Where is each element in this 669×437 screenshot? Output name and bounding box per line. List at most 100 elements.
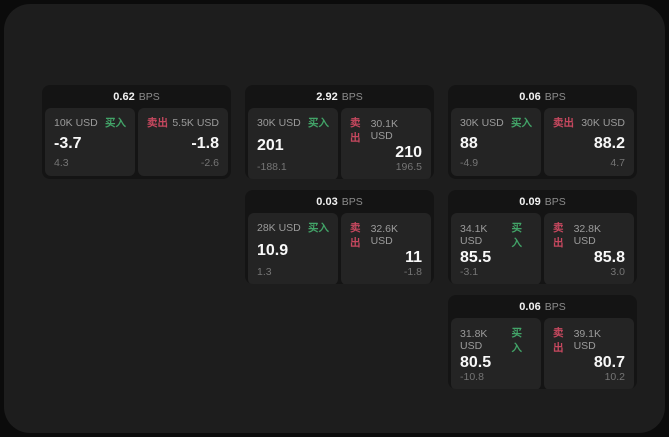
card-header: 0.03 BPS [245,190,434,213]
buy-quote-panel[interactable]: 31.8K USD 买入 80.5 -10.8 [451,318,541,389]
spread-value: 0.06 [519,90,541,103]
buy-tag: 买入 [511,222,522,249]
sell-delta: -2.6 [200,157,219,169]
buy-price: 201 [257,136,284,154]
sell-price: 11 [405,249,422,266]
buy-amount: 34.1K USD [460,223,488,247]
card-header: 0.09 BPS [448,190,637,213]
spread-value: 0.09 [519,195,541,208]
card-header: 2.92 BPS [245,85,434,108]
buy-amount: 28K USD [257,221,301,234]
buy-quote-panel[interactable]: 30K USD 买入 88 -4.9 [451,108,541,176]
sell-delta: 10.2 [604,371,625,383]
buy-header-row: 34.1K USD 买入 [460,220,532,250]
sell-amount: 30.1K USD [370,118,399,142]
sell-price: -1.8 [191,134,219,152]
buy-delta: 4.3 [54,157,69,169]
quote-card: 0.06 BPS 31.8K USD 买入 80.5 -10.8 卖出 39.1… [448,295,637,389]
buy-quote-panel[interactable]: 30K USD 买入 201 -188.1 [248,108,338,179]
buy-price: 85.5 [460,249,492,266]
quote-card: 0.03 BPS 28K USD 买入 10.9 1.3 卖出 32.6K US… [245,190,434,284]
buy-quote-panel[interactable]: 10K USD 买入 -3.7 4.3 [45,108,135,176]
buy-header-row: 30K USD 买入 [257,115,329,130]
sell-quote-panel[interactable]: 卖出 30K USD 88.2 4.7 [544,108,634,176]
spread-unit-label: BPS [341,90,363,103]
quote-card: 0.62 BPS 10K USD 买入 -3.7 4.3 卖出 5.5K USD… [42,85,231,179]
sell-header-row: 卖出 30K USD [553,115,625,130]
card-body: 10K USD 买入 -3.7 4.3 卖出 5.5K USD -1.8 -2.… [42,108,231,179]
sell-delta: -1.8 [403,266,422,278]
buy-amount: 30K USD [460,116,504,129]
sell-price: 210 [395,144,422,161]
spread-unit-label: BPS [138,90,160,103]
spread-value: 0.62 [113,90,135,103]
spread-value: 0.06 [519,300,541,313]
sell-header-row: 卖出 32.6K USD [350,220,422,250]
spread-value: 2.92 [316,90,338,103]
buy-price: -3.7 [54,134,82,152]
spread-value: 0.03 [316,195,338,208]
buy-delta: -188.1 [257,161,287,173]
buy-header-row: 10K USD 买入 [54,115,126,130]
buy-price: 10.9 [257,241,289,259]
sell-quote-panel[interactable]: 卖出 32.6K USD 11 -1.8 [341,213,431,284]
spread-unit-label: BPS [544,300,566,313]
sell-header-row: 卖出 32.8K USD [553,220,625,250]
card-body: 31.8K USD 买入 80.5 -10.8 卖出 39.1K USD 80.… [448,318,637,389]
buy-amount: 30K USD [257,116,301,129]
buy-amount: 10K USD [54,116,98,129]
sell-quote-panel[interactable]: 卖出 5.5K USD -1.8 -2.6 [138,108,228,176]
sell-tag: 卖出 [553,117,574,129]
card-body: 34.1K USD 买入 85.5 -3.1 卖出 32.8K USD 85.8… [448,213,637,284]
buy-tag: 买入 [511,327,522,354]
sell-header-row: 卖出 39.1K USD [553,325,625,355]
sell-amount: 32.6K USD [370,223,399,247]
spread-unit-label: BPS [544,90,566,103]
card-body: 30K USD 买入 88 -4.9 卖出 30K USD 88.2 4.7 [448,108,637,179]
sell-tag: 卖出 [553,327,564,354]
buy-delta: -4.9 [460,157,479,169]
sell-tag: 卖出 [350,222,361,249]
sell-header-row: 卖出 30.1K USD [350,115,422,145]
sell-delta: 3.0 [610,266,625,278]
sell-price: 80.7 [593,354,625,371]
buy-price: 88 [460,134,478,152]
buy-quote-panel[interactable]: 28K USD 买入 10.9 1.3 [248,213,338,284]
card-header: 0.06 BPS [448,85,637,108]
sell-tag: 卖出 [553,222,564,249]
quote-cards-grid: 0.62 BPS 10K USD 买入 -3.7 4.3 卖出 5.5K USD… [42,85,637,389]
card-body: 30K USD 买入 201 -188.1 卖出 30.1K USD 210 1… [245,108,434,179]
buy-delta: 1.3 [257,266,272,278]
buy-delta: -3.1 [460,266,479,278]
spread-unit-label: BPS [341,195,363,208]
buy-header-row: 31.8K USD 买入 [460,325,532,355]
buy-header-row: 30K USD 买入 [460,115,532,130]
buy-tag: 买入 [511,117,532,129]
spread-unit-label: BPS [544,195,566,208]
sell-quote-panel[interactable]: 卖出 39.1K USD 80.7 10.2 [544,318,634,389]
buy-tag: 买入 [105,117,126,129]
sell-header-row: 卖出 5.5K USD [147,115,219,130]
sell-amount: 32.8K USD [573,223,602,247]
card-body: 28K USD 买入 10.9 1.3 卖出 32.6K USD 11 -1.8 [245,213,434,284]
buy-tag: 买入 [308,222,329,234]
sell-price: 85.8 [593,249,625,266]
sell-price: 88.2 [593,134,625,152]
sell-quote-panel[interactable]: 卖出 30.1K USD 210 196.5 [341,108,431,179]
buy-delta: -10.8 [460,371,484,383]
buy-tag: 买入 [308,117,329,129]
quote-card: 0.06 BPS 30K USD 买入 88 -4.9 卖出 30K USD 8… [448,85,637,179]
sell-delta: 4.7 [610,157,625,169]
card-header: 0.06 BPS [448,295,637,318]
sell-tag: 卖出 [350,117,361,144]
buy-price: 80.5 [460,354,492,371]
sell-amount: 39.1K USD [573,328,602,352]
sell-delta: 196.5 [395,161,422,173]
sell-amount: 5.5K USD [172,116,219,129]
quote-card: 0.09 BPS 34.1K USD 买入 85.5 -3.1 卖出 32.8K… [448,190,637,284]
buy-quote-panel[interactable]: 34.1K USD 买入 85.5 -3.1 [451,213,541,284]
sell-quote-panel[interactable]: 卖出 32.8K USD 85.8 3.0 [544,213,634,284]
card-header: 0.62 BPS [42,85,231,108]
sell-amount: 30K USD [581,116,625,129]
